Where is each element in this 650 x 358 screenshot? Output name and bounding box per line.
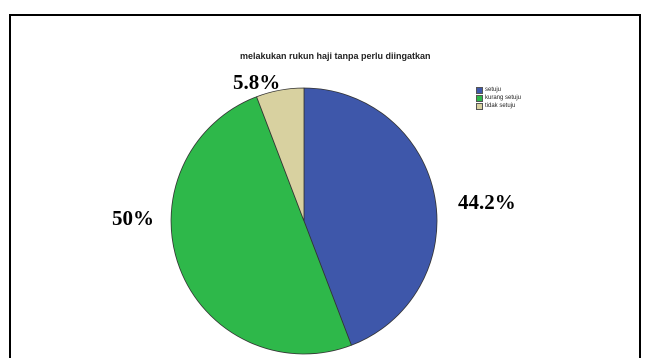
legend-label-tidak-setuju: tidak setuju [485, 103, 516, 109]
legend-item-setuju: setuju [476, 86, 521, 94]
legend-swatch-tidak-setuju [476, 102, 483, 110]
legend-label-setuju: setuju [485, 87, 502, 93]
chart-legend: setuju kurang setuju tidak setuju [476, 86, 521, 110]
legend-label-kurang-setuju: kurang setuju [485, 95, 522, 101]
data-label-setuju: 44.2% [458, 190, 516, 214]
pie-slice-tidak-setuju [256, 87, 305, 222]
pie-slice-kurang-setuju [170, 96, 352, 355]
legend-item-tidak-setuju: tidak setuju [476, 102, 521, 110]
legend-item-kurang-setuju: kurang setuju [476, 94, 521, 102]
legend-swatch-setuju [476, 86, 483, 94]
data-label-tidak-setuju: 5.8% [233, 70, 281, 94]
chart-title: melakukan rukun haji tanpa perlu diingat… [240, 51, 431, 61]
pie-slice-setuju [303, 87, 438, 346]
legend-swatch-kurang-setuju [476, 94, 483, 102]
data-label-kurang-setuju: 50% [112, 206, 154, 230]
